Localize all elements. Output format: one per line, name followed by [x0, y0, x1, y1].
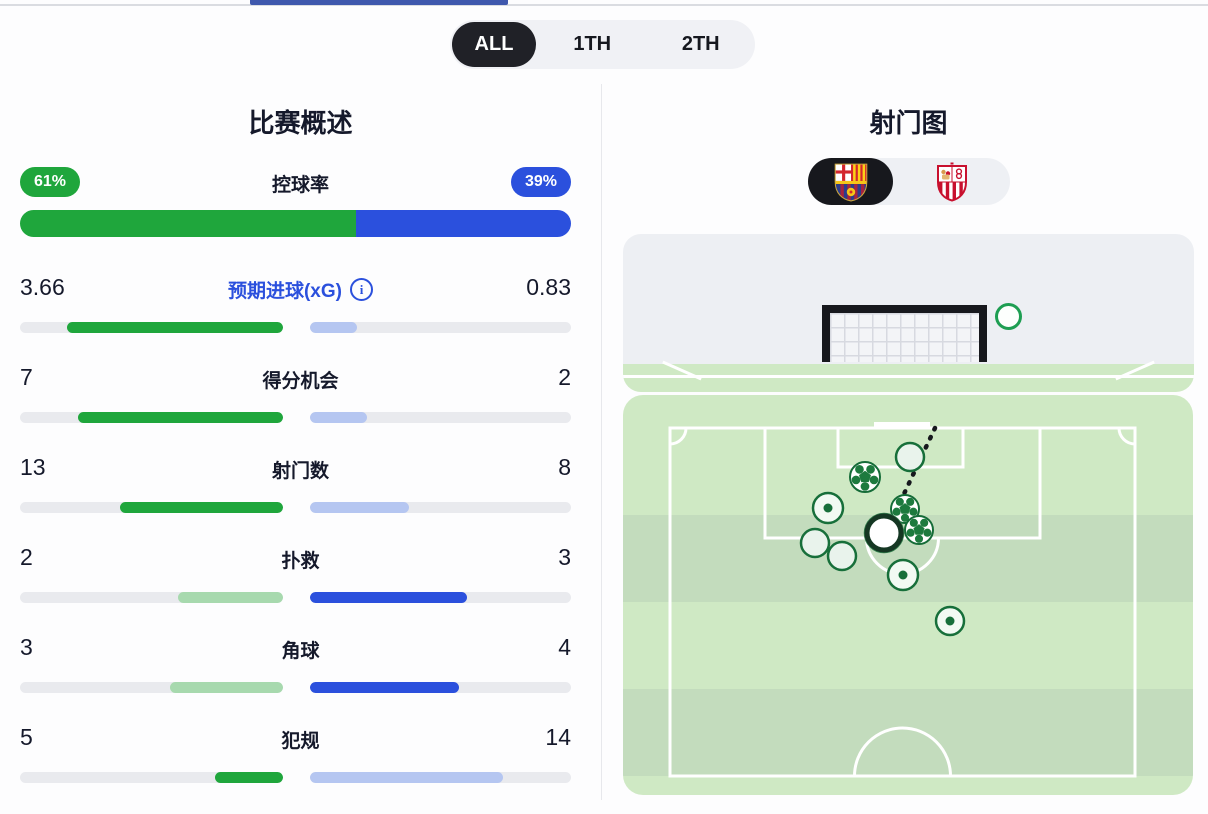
away-value: 0.83 [526, 274, 571, 300]
home-stat-bar [20, 682, 283, 693]
top-divider-line [0, 4, 1208, 6]
info-icon[interactable]: i [350, 278, 373, 301]
shot-map-pitch [623, 395, 1193, 795]
stat-row: 7 得分机会 2 [0, 362, 601, 452]
away-stat-bar [310, 322, 571, 333]
shotmap-title: 射门图 [869, 108, 948, 138]
away-value: 3 [558, 544, 571, 570]
home-value: 7 [20, 364, 33, 390]
stat-label: 射门数 [0, 456, 601, 483]
shot-marker-dot[interactable] [886, 558, 920, 592]
team-toggle [808, 158, 1010, 205]
away-stat-bar [310, 592, 571, 603]
turf-strip [623, 378, 1194, 392]
home-stat-bar [20, 322, 283, 333]
shot-marker-goal[interactable] [890, 494, 920, 524]
shot-marker-plain[interactable] [799, 527, 831, 559]
home-stat-bar [20, 502, 283, 513]
pitch-card [623, 395, 1193, 795]
away-stat-bar [310, 682, 571, 693]
home-value: 5 [20, 724, 33, 750]
home-value: 2 [20, 544, 33, 570]
stat-row: 3 角球 4 [0, 632, 601, 722]
away-stat-bar [310, 772, 571, 783]
goal-view-card [623, 234, 1194, 392]
panel-divider [601, 84, 602, 800]
stat-label-text: 射门数 [271, 461, 329, 482]
away-stat-bar [310, 412, 571, 423]
away-value: 14 [545, 724, 571, 750]
tab-2th[interactable]: 2TH [681, 33, 720, 55]
stat-row: 3.66 预期进球(xG) i 0.83 [0, 272, 601, 362]
shot-marker-highlight[interactable] [863, 512, 905, 554]
stat-row: 5 犯规 14 [0, 722, 601, 812]
stat-label-text: 角球 [281, 641, 320, 662]
stat-row: 13 射门数 8 [0, 452, 601, 542]
stat-label-text: 犯规 [281, 731, 320, 752]
shot-marker-goal-view[interactable] [995, 303, 1022, 330]
active-tab-indicator [250, 0, 508, 5]
shot-marker-goal[interactable] [904, 515, 934, 545]
goal-mouth [874, 422, 930, 429]
home-value: 3 [20, 634, 33, 660]
possession-home-segment [20, 210, 357, 237]
tab-1th[interactable]: 1TH [573, 33, 612, 55]
goal-frame [822, 305, 987, 362]
stat-label-text: 扑救 [281, 551, 320, 572]
stat-label: 预期进球(xG) i [0, 276, 601, 303]
home-stat-bar [20, 592, 283, 603]
possession-home-badge: 61% [20, 167, 81, 197]
home-stat-bar [20, 772, 283, 783]
home-value: 13 [20, 454, 46, 480]
shot-marker-goal[interactable] [849, 461, 881, 493]
stat-row: 2 扑救 3 [0, 542, 601, 632]
barcelona-crest-icon[interactable] [832, 162, 870, 207]
shot-marker-dot[interactable] [811, 491, 845, 525]
overview-title: 比赛概述 [248, 108, 353, 138]
away-stat-bar [310, 502, 571, 513]
sevilla-crest-icon[interactable] [934, 162, 970, 207]
possession-label: 控球率 [271, 175, 329, 196]
pitch-stripes [623, 395, 1193, 795]
home-value: 3.66 [20, 274, 65, 300]
possession-away-badge: 39% [510, 167, 571, 197]
stat-label: 得分机会 [0, 366, 601, 393]
possession-bar [20, 210, 571, 237]
stat-label: 扑救 [0, 546, 601, 573]
stat-label: 角球 [0, 636, 601, 663]
away-value: 8 [558, 454, 571, 480]
turf-strip [623, 364, 1194, 375]
stat-label-text: 预期进球(xG) [227, 281, 342, 302]
shot-marker-plain[interactable] [826, 540, 858, 572]
tab-all[interactable]: ALL [452, 22, 536, 67]
away-value: 2 [558, 364, 571, 390]
goal-turf-band [623, 360, 1194, 392]
shot-marker-plain[interactable] [894, 441, 926, 473]
stat-label-text: 得分机会 [262, 371, 339, 392]
away-value: 4 [558, 634, 571, 660]
shot-marker-dot[interactable] [934, 605, 966, 637]
period-tab-bar: ALL 1TH 2TH [450, 20, 755, 69]
stat-label: 犯规 [0, 726, 601, 753]
home-stat-bar [20, 412, 283, 423]
possession-away-segment [356, 210, 571, 237]
